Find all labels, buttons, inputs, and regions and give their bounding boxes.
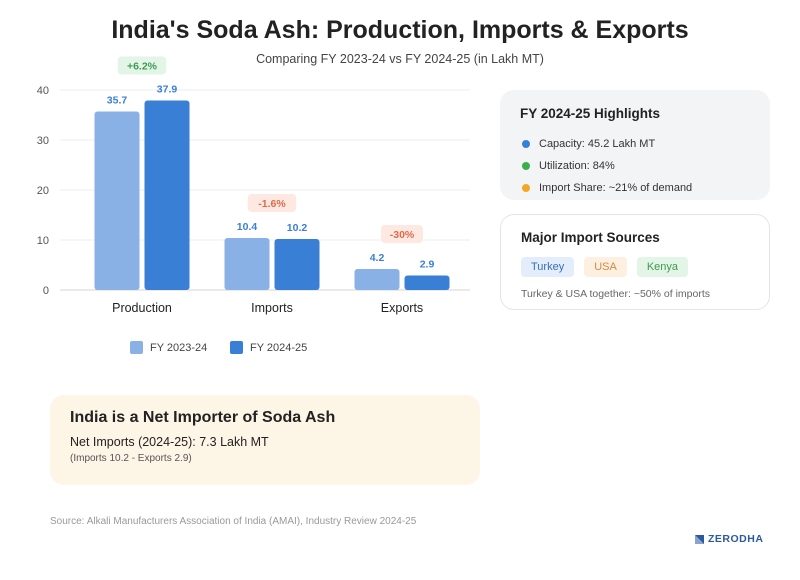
data-label: 2.9 xyxy=(420,259,435,271)
highlights-title: FY 2024-25 Highlights xyxy=(520,106,661,121)
highlight-utilization-text: Utilization: 84% xyxy=(539,160,615,172)
brand-logo: ZERODHA xyxy=(695,533,763,545)
legend-label: FY 2024-25 xyxy=(250,342,307,354)
page-title: India's Soda Ash: Production, Imports & … xyxy=(111,16,689,44)
tag-kenya: Kenya xyxy=(636,257,689,277)
legend-swatch-1 xyxy=(230,341,243,354)
tag-usa: USA xyxy=(584,257,627,277)
page-subtitle: Comparing FY 2023-24 vs FY 2024-25 (in L… xyxy=(256,52,544,66)
blue-dot-icon xyxy=(522,140,530,148)
highlight-utilization: Utilization: 84% xyxy=(522,160,615,172)
change-badge xyxy=(117,56,167,75)
green-dot-icon xyxy=(522,162,530,170)
bar-imports-2024-25 xyxy=(274,239,320,290)
data-label: 10.2 xyxy=(287,222,308,234)
change-label: -30% xyxy=(390,229,415,241)
change-label: -1.6% xyxy=(258,198,286,210)
import-sources-card: Major Import Sources Turkey USA Kenya Tu… xyxy=(500,214,770,310)
data-label: 35.7 xyxy=(107,95,128,107)
change-label: +6.2% xyxy=(127,61,158,73)
source-note: Source: Alkali Manufacturers Association… xyxy=(50,516,417,527)
data-label: 10.4 xyxy=(237,221,258,233)
zerodha-logo-icon xyxy=(695,534,704,544)
import-sources-title: Major Import Sources xyxy=(521,230,660,245)
data-label: 4.2 xyxy=(370,252,385,264)
y-tick-label: 0 xyxy=(43,285,49,297)
orange-dot-icon xyxy=(522,184,530,192)
bar-production-2023-24 xyxy=(94,111,140,290)
y-tick-label: 10 xyxy=(37,235,49,247)
y-tick-label: 30 xyxy=(37,135,49,147)
x-tick-label: Exports xyxy=(381,301,423,315)
highlights-card: FY 2024-25 Highlights Capacity: 45.2 Lak… xyxy=(500,90,770,200)
x-tick-label: Production xyxy=(112,301,172,315)
highlight-capacity: Capacity: 45.2 Lakh MT xyxy=(522,138,655,150)
tag-turkey: Turkey xyxy=(521,257,575,277)
bar-production-2024-25 xyxy=(144,100,190,290)
net-importer-card: India is a Net Importer of Soda Ash Net … xyxy=(50,395,480,485)
data-label: 37.9 xyxy=(157,84,178,96)
net-imports-value: Net Imports (2024-25): 7.3 Lakh MT xyxy=(70,435,269,449)
x-tick-label: Imports xyxy=(251,301,293,315)
bar-chart: 0 10 20 30 40 35.7 37.9 Production +6.2% 10.4 10.2… xyxy=(37,56,470,354)
change-badge xyxy=(381,225,423,243)
legend-swatch-0 xyxy=(130,341,143,354)
y-tick-label: 40 xyxy=(37,85,49,97)
import-sources-note: Turkey & USA together: ~50% of imports xyxy=(521,288,710,300)
net-imports-note: (Imports 10.2 - Exports 2.9) xyxy=(70,453,192,464)
brand-name: ZERODHA xyxy=(708,533,764,545)
highlight-import-share-text: Import Share: ~21% of demand xyxy=(539,182,693,194)
bar-exports-2024-25 xyxy=(404,275,450,290)
highlight-capacity-text: Capacity: 45.2 Lakh MT xyxy=(539,138,656,150)
bar-imports-2023-24 xyxy=(224,238,270,290)
change-badge xyxy=(247,194,297,212)
y-tick-label: 20 xyxy=(37,185,49,197)
import-source-tags: Turkey USA Kenya xyxy=(521,257,689,277)
bar-exports-2023-24 xyxy=(354,269,400,290)
highlight-import-share: Import Share: ~21% of demand xyxy=(522,182,692,194)
net-importer-title: India is a Net Importer of Soda Ash xyxy=(70,409,336,426)
legend-label: FY 2023-24 xyxy=(150,342,207,354)
